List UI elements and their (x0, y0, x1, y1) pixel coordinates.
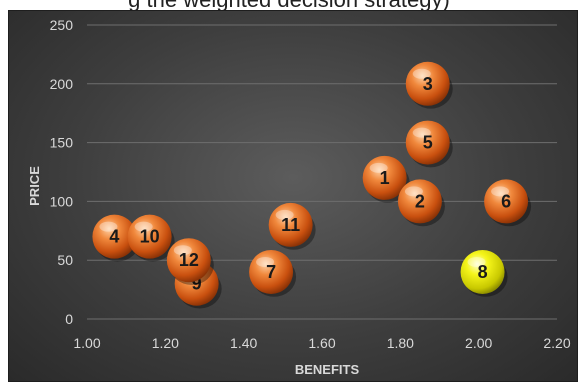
data-point-1: 1 (362, 155, 410, 203)
y-tick-label: 200 (50, 76, 74, 92)
y-tick-label: 250 (50, 17, 74, 33)
y-tick-label: 0 (65, 311, 73, 327)
point-label: 9 (192, 274, 202, 294)
y-tick-label: 100 (50, 193, 74, 209)
data-point-5: 5 (405, 120, 453, 168)
point-marker (460, 249, 505, 294)
data-point-6: 6 (484, 179, 532, 227)
data-point-7: 7 (249, 249, 297, 297)
point-label: 10 (140, 227, 160, 247)
chart-panel: 0 50 100 150 200 250 1.00 1.20 1.40 1.60 1.80 2.00 2… (8, 10, 578, 382)
scatter-chart: 0 50 100 150 200 250 1.00 1.20 1.40 1.60 1.80 2.00 2… (27, 17, 571, 377)
point-marker (362, 155, 407, 200)
data-point-3: 3 (405, 61, 453, 109)
point-label: 4 (109, 227, 119, 247)
point-marker (484, 179, 529, 224)
point-label: 3 (423, 74, 433, 94)
y-axis-title: PRICE (27, 166, 42, 206)
point-label: 7 (266, 262, 276, 282)
point-label: 1 (380, 168, 390, 188)
point-marker (405, 61, 450, 106)
x-tick-label: 1.60 (308, 335, 335, 351)
point-label: 5 (423, 133, 433, 153)
x-tick-label: 1.20 (152, 335, 179, 351)
x-tick-label: 2.20 (543, 335, 570, 351)
data-point-2: 2 (397, 179, 445, 227)
y-tick-label: 150 (50, 135, 74, 151)
point-label: 8 (478, 262, 488, 282)
x-axis-title: BENEFITS (295, 362, 360, 377)
point-marker (92, 214, 137, 259)
point-marker (397, 179, 442, 224)
x-tick-label: 1.80 (387, 335, 414, 351)
data-point-11: 11 (268, 202, 316, 250)
x-tick-label: 2.00 (465, 335, 492, 351)
point-marker (127, 214, 172, 259)
point-label: 6 (501, 191, 511, 211)
caption-text: g the weighted decision strategy) (0, 0, 578, 13)
data-point-10: 10 (127, 214, 175, 262)
point-label: 12 (179, 250, 199, 270)
point-marker (249, 249, 294, 294)
x-tick-label: 1.40 (230, 335, 257, 351)
data-point-8: 8 (460, 249, 508, 297)
data-point-12: 12 (166, 238, 214, 285)
point-marker (166, 238, 211, 283)
y-tick-label: 50 (57, 252, 73, 268)
point-label: 2 (415, 191, 425, 211)
point-label: 11 (281, 215, 300, 235)
point-marker (268, 202, 313, 247)
point-marker (405, 120, 450, 165)
x-tick-label: 1.00 (73, 335, 100, 351)
